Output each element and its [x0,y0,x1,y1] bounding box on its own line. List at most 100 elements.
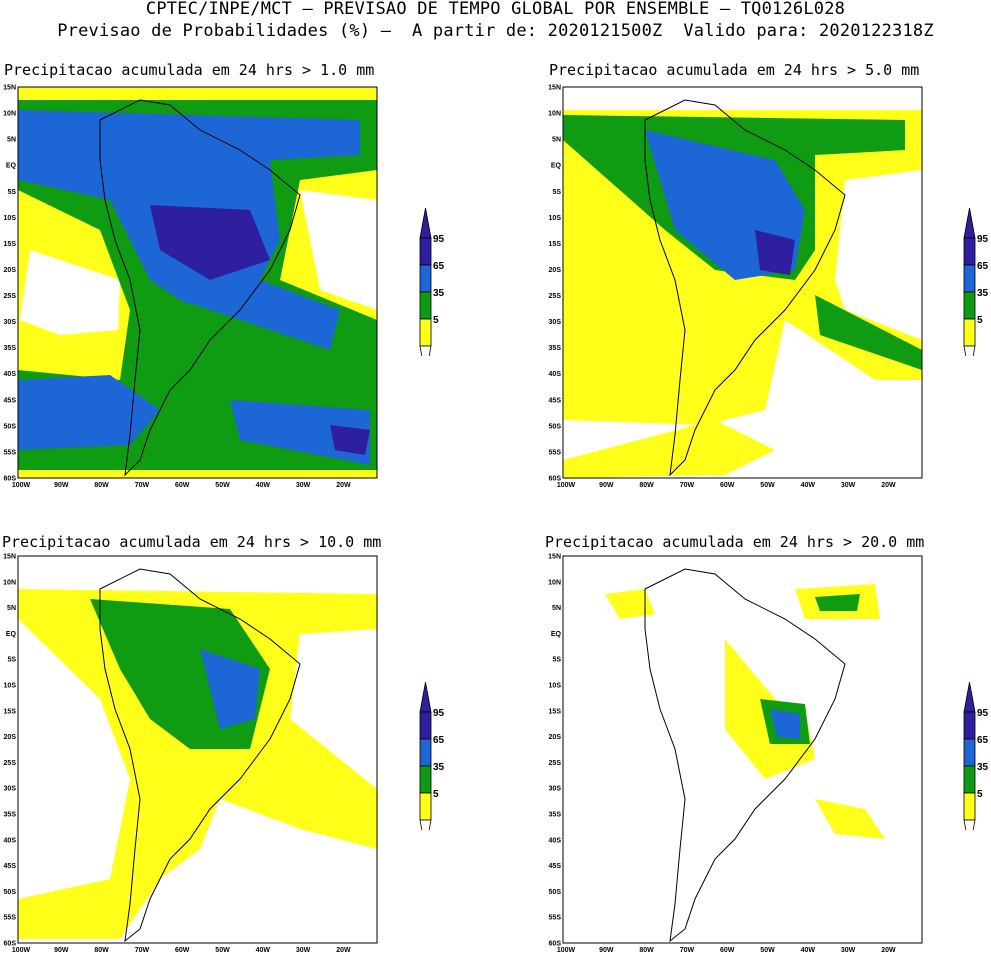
colorbar-segment [963,792,976,821]
no-prob-area [300,190,377,310]
colorbar-segment [419,792,432,821]
lat-label: 10N [3,111,16,118]
lon-axis-labels: 100W 90W 80W 70W 60W 50W 40W 30W 20W [557,482,896,489]
lat-label: 35S [549,345,562,352]
lon-label: 40W [801,482,816,489]
lon-label: 30W [296,482,311,489]
map-frame [562,86,923,479]
map-panel-2: 15N 10N 5N EQ 5S 10S 15S 20S 25S 30S 35S 40S 45S 50S 5… [545,80,925,490]
lat-label: 15S [4,708,17,715]
lon-axis-labels: 100W 90W 80W 70W 60W 50W 40W 30W 20W [12,947,351,954]
lat-label: 10S [4,215,17,222]
lat-label: 40S [549,371,562,378]
lon-label: 40W [801,947,816,954]
lat-label: 20S [549,734,562,741]
colorbar-top-arrow [419,207,432,239]
colorbar-segment [419,765,432,794]
lon-label: 80W [94,947,109,954]
lat-label: 15S [549,708,562,715]
lat-label: 15N [3,85,16,92]
lat-label: 25S [549,293,562,300]
lat-label: 25S [549,760,562,767]
lat-label: EQ [6,163,17,170]
colorbar-segment [419,738,432,767]
lat-label: 10N [548,111,561,118]
lon-axis-labels: 100W 90W 80W 70W 60W 50W 40W 30W 20W [557,947,896,954]
prob-5-area [815,799,885,839]
lat-label: 15N [548,85,561,92]
map-frame [17,555,378,944]
lat-label: 5S [552,189,561,196]
prob-5-area [605,589,655,619]
continent-outline [99,99,301,477]
lat-label: 30S [549,786,562,793]
lat-label: 10S [549,215,562,222]
lon-label: 20W [336,947,351,954]
header-title-line1: CPTEC/INPE/MCT — PREVISAO DE TEMPO GLOBA… [145,0,846,19]
lat-label: 55S [4,449,17,456]
lat-label: 35S [549,812,562,819]
colorbar-label: 95 [977,234,989,245]
colorbar-bottom-arrow [419,819,432,851]
header-title-line2: Previsao de Probabilidades (%) — A parti… [57,21,934,41]
colorbar-segment [419,711,432,740]
no-prob-area [20,250,120,335]
continent-outline [644,99,846,477]
colorbar-label: 35 [433,288,445,299]
lat-label: 55S [549,915,562,922]
lat-label: 60S [549,476,562,483]
lat-label: 40S [4,371,17,378]
colorbar-segment [963,291,976,320]
lat-label: 20S [549,267,562,274]
panel-3-title: Precipitacao acumulada em 24 hrs > 10.0 … [2,533,382,551]
lat-label: 5N [7,605,16,612]
lat-label: 35S [4,812,17,819]
colorbar-segment [963,264,976,293]
colorbar-segment [419,318,432,347]
lat-label: 35S [4,345,17,352]
lat-label: 5N [7,137,16,144]
lon-label: 80W [639,482,654,489]
colorbar-label: 5 [977,315,983,326]
lon-label: 30W [841,947,856,954]
lat-label: 25S [4,293,17,300]
prob-65-area [18,375,160,450]
colorbar-label: 65 [977,735,989,746]
colorbar-segment [419,237,432,266]
lat-label: 55S [4,915,17,922]
map-panel-4: 15N 10N 5N EQ 5S 10S 15S 20S 25S 30S 35S 40S 45S 50S 5… [545,549,925,954]
colorbar-bottom-arrow [963,345,976,377]
lat-label: 45S [549,863,562,870]
lat-label: 60S [549,941,562,948]
lat-label: 10N [548,579,561,586]
colorbar-top-arrow [419,681,432,713]
colorbar-top-arrow [963,207,976,239]
lon-label: 50W [215,482,230,489]
lat-label: 15N [548,554,561,561]
prob-95-area [150,205,270,280]
colorbar-segment [963,711,976,740]
lat-label: 20S [4,734,17,741]
lon-label: 70W [135,482,150,489]
prob-65-area [770,709,800,739]
prob-95-area [755,230,795,275]
lat-axis-labels: 15N 10N 5N EQ 5S 10S 15S 20S 25S 30S 35S 40S 45S 50S 5… [548,554,561,948]
lat-label: 15S [4,241,17,248]
lat-label: 60S [4,941,17,948]
lon-axis-labels: 100W 90W 80W 70W 60W 50W 40W 30W 20W [12,482,351,489]
colorbar-bottom-arrow [963,819,976,851]
lat-label: 50S [4,889,17,896]
lon-label: 70W [135,947,150,954]
prob-95-area [330,425,370,455]
colorbar-segment [963,738,976,767]
continent-outline [644,568,846,943]
colorbar-label: 5 [977,789,983,800]
lat-axis-labels: 15N 10N 5N EQ 5S 10S 15S 20S 25S 30S 35S 40S 45S 50S 5… [3,85,16,483]
colorbar-bottom-arrow [419,345,432,377]
lat-label: EQ [551,631,562,638]
colorbar-label: 95 [433,708,445,719]
lon-label: 90W [54,482,69,489]
prob-5-area [18,589,377,939]
lat-label: 45S [4,397,17,404]
lat-label: 50S [549,423,562,430]
